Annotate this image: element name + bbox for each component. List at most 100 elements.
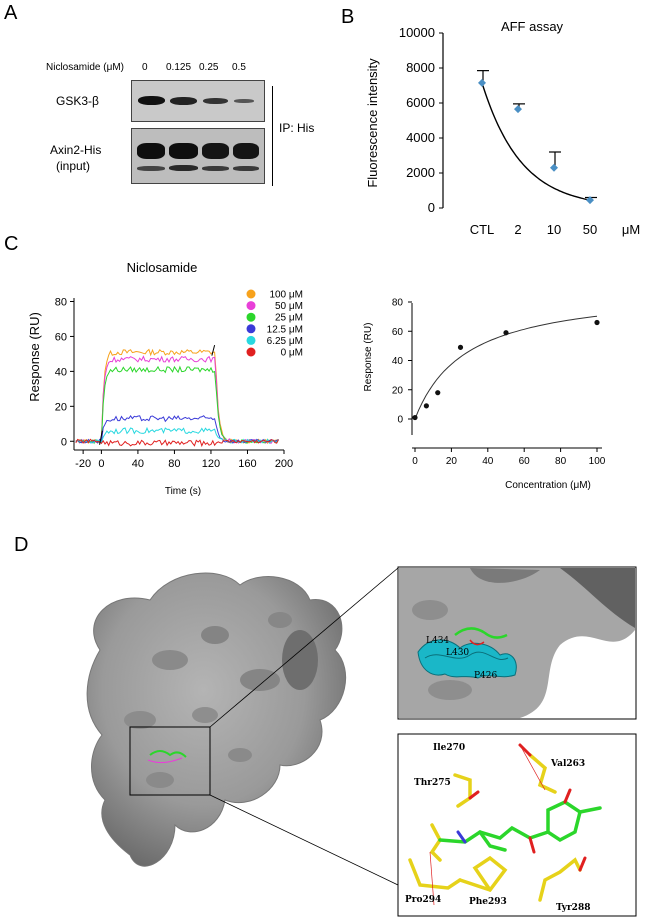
aff-point	[586, 196, 594, 205]
binding-point	[503, 330, 509, 336]
binding-x-tick-label: 20	[446, 456, 458, 467]
residue-label-ile270: Ile270	[433, 743, 465, 753]
aff-y-tick-label: 4000	[406, 130, 435, 145]
spr-legend-swatch	[246, 324, 256, 334]
aff-x-tick-label: 50	[583, 222, 597, 237]
spr-x-tick-label: 120	[202, 458, 220, 470]
spr-x-tick-label: 200	[275, 458, 293, 470]
aff-fit-curve	[481, 82, 591, 201]
binding-point	[435, 390, 441, 396]
aff-y-tick-label: 8000	[406, 60, 435, 75]
concentration-3: 0.5	[232, 62, 246, 73]
spr-legend-label: 6.25 μM	[267, 336, 303, 347]
spr-x-tick-label: 40	[132, 458, 144, 470]
spr-y-tick-label: 0	[61, 436, 67, 448]
zoom-line	[209, 794, 399, 886]
gsk3-blot	[131, 80, 265, 122]
binding-y-tick-label: 60	[392, 327, 404, 338]
band	[202, 143, 229, 159]
band	[137, 166, 165, 171]
band	[233, 166, 259, 171]
spr-chart: Niclosamide Response (RU) Time (s) 0 20 40…	[27, 260, 303, 497]
residue-label-pro294: Pro294	[405, 895, 441, 905]
aff-y-tick-label: 0	[428, 200, 435, 215]
aff-y-tick-label: 2000	[406, 165, 435, 180]
spr-legend-swatch	[246, 312, 256, 322]
panel-label-d: D	[14, 534, 29, 556]
spr-x-tick-label: 0	[98, 458, 104, 470]
binding-y-tick-label: 20	[392, 385, 404, 396]
spr-injection-marker	[99, 430, 103, 445]
concentration-2: 0.25	[199, 62, 219, 73]
aff-y-label: Fluorescence intensity	[365, 58, 380, 188]
panel-label-a: A	[4, 2, 18, 24]
spr-x-tick-label: 160	[238, 458, 256, 470]
inset-sticks	[397, 733, 637, 917]
residue-label-p426: P426	[474, 671, 498, 681]
spr-series-line	[75, 438, 279, 448]
spr-legend-swatch	[246, 301, 256, 311]
binding-x-tick-label: 0	[412, 456, 418, 467]
binding-x-tick-label: 100	[589, 456, 606, 467]
binding-x-tick-label: 80	[555, 456, 567, 467]
spr-x-tick-label: -20	[75, 458, 91, 470]
band	[234, 99, 254, 103]
spr-legend-swatch	[246, 347, 256, 357]
axin2-blot	[131, 128, 265, 184]
spr-y-tick-label: 80	[55, 296, 67, 308]
aff-y-tick-label: 6000	[406, 95, 435, 110]
ip-label: IP: His	[279, 121, 315, 135]
binding-y-tick-label: 40	[392, 356, 404, 367]
spr-y-tick-label: 60	[55, 331, 67, 343]
spr-series-line	[75, 415, 279, 444]
binding-y-tick-label: 80	[392, 298, 404, 309]
concentration-1: 0.125	[166, 62, 192, 73]
spr-legend-label: 0 μM	[281, 348, 303, 359]
ip-bracket	[272, 86, 273, 186]
protein-surface	[86, 572, 347, 867]
panel-label-b: B	[341, 6, 355, 28]
binding-chart: Response (RU) Concentration (μM) 0 20 40 60…	[363, 298, 606, 492]
spr-y-tick-label: 20	[55, 401, 67, 413]
inset-helix	[397, 566, 637, 720]
band	[137, 143, 165, 159]
concentration-label: Niclosamide (μM)	[46, 62, 124, 73]
band	[138, 96, 165, 105]
spr-legend-swatch	[246, 289, 256, 299]
axin2-input-label: (input)	[56, 159, 91, 173]
binding-y-label: Response (RU)	[363, 323, 374, 392]
residue-label-l434: L434	[426, 636, 449, 646]
band	[169, 143, 198, 159]
binding-x-label: Concentration (μM)	[505, 480, 591, 491]
aff-y-tick-label: 10000	[399, 25, 435, 40]
band	[233, 143, 259, 159]
band	[169, 165, 198, 171]
aff-point	[514, 105, 522, 114]
residue-label-phe293: Phe293	[469, 897, 507, 907]
spr-y-label: Response (RU)	[27, 312, 42, 402]
spr-legend-swatch	[246, 335, 256, 345]
axin2-label: Axin2-His	[50, 143, 102, 157]
gsk3-label: GSK3-β	[56, 94, 99, 108]
spr-y-tick-label: 40	[55, 366, 67, 378]
band	[203, 98, 228, 104]
spr-legend-label: 12.5 μM	[267, 324, 303, 335]
aff-chart: AFF assay Fluorescence intensity 0 2000 40…	[365, 19, 640, 237]
binding-x-tick-label: 40	[482, 456, 494, 467]
aff-point	[478, 78, 486, 87]
panel-label-c: C	[4, 233, 19, 255]
spr-x-tick-label: 80	[168, 458, 180, 470]
binding-point	[412, 414, 418, 421]
aff-title: AFF assay	[501, 19, 564, 34]
protein-surface-figure: L434 L430 P426 Ile270 Val263 Thr275 Pro2…	[86, 566, 637, 917]
spr-series-line	[75, 348, 279, 445]
residue-label-l430: L430	[446, 648, 469, 658]
spr-title: Niclosamide	[127, 260, 198, 275]
concentration-0: 0	[142, 62, 148, 73]
band	[170, 97, 197, 105]
aff-x-tick-label: 10	[547, 222, 561, 237]
residue-label-thr275: Thr275	[414, 778, 451, 788]
residue-label-tyr288: Tyr288	[556, 903, 590, 913]
spr-injection-marker	[211, 345, 216, 356]
band	[202, 166, 229, 171]
